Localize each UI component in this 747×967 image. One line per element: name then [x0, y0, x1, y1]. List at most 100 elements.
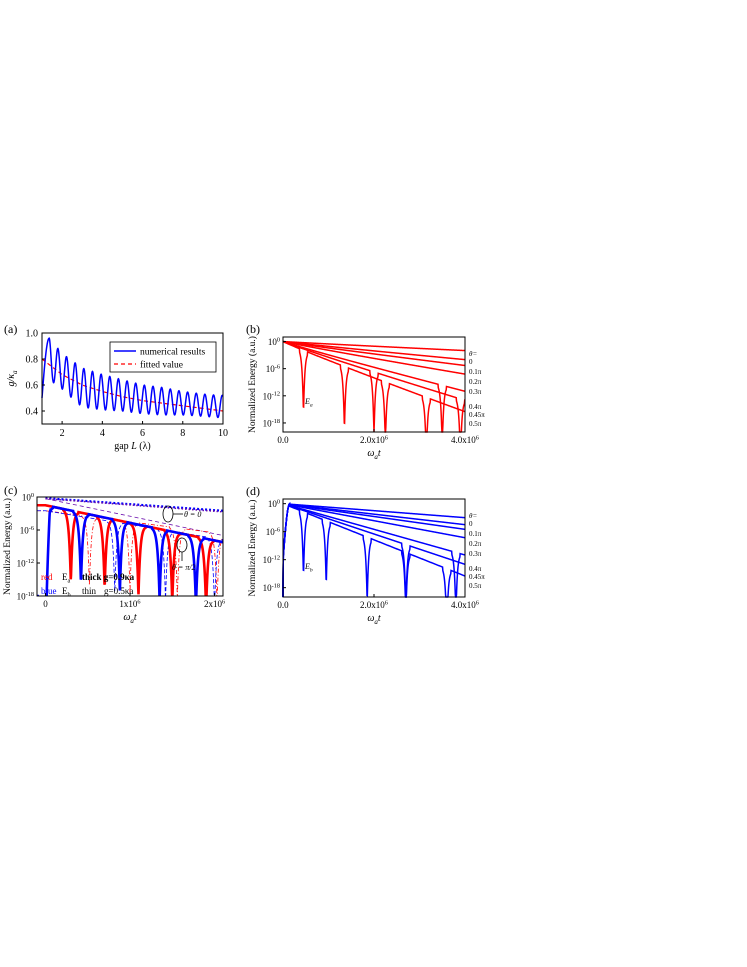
series-theta-b-6: [282, 340, 466, 433]
panel-label-d: (d): [246, 484, 260, 498]
annotation-d: Eb: [304, 562, 313, 573]
legend-theta-b-5: 0.45π: [469, 411, 485, 419]
plot-frame-a: [41, 332, 224, 425]
legend-box-a: [109, 341, 217, 373]
x-tick-label-c: 0: [43, 599, 48, 609]
panel-a: (a) 2 4 6 8 10 0.4 0.6 0.8 1.0 gap L (λ) g/κa numeri…: [4, 322, 228, 452]
legend-entry-numerical: numerical results: [140, 348, 205, 358]
x-axis-label-a: gap L (λ): [114, 441, 151, 452]
x-tick-label-d: 4.0x106: [451, 599, 479, 610]
annotation-b: Ea: [304, 397, 313, 408]
series-theta-b-0: [282, 340, 466, 352]
x-tick-label-a: 2: [60, 428, 65, 439]
x-tick-label-d: 2.0x106: [360, 599, 388, 610]
x-axis-label-d: ωat: [367, 613, 381, 626]
y-tick-label-c: 10-6: [20, 525, 34, 536]
y-tick-label-b: 10-6: [266, 364, 280, 375]
y-tick-label-d: 100: [268, 499, 280, 510]
y-tick-label-a: 1.0: [26, 329, 39, 340]
y-axis-label-d: Normalized Energy (a.u.): [247, 500, 258, 597]
y-tick-label-c: 100: [22, 492, 34, 503]
y-tick-label-d: 10-12: [263, 555, 280, 566]
legend-title-d: θ=: [469, 512, 477, 520]
legend-Ea: Ea: [62, 572, 71, 585]
legend-theta-b-4: 0.4π: [469, 403, 482, 411]
y-tick-label-d: 10-18: [263, 583, 280, 594]
series-theta-d-4: [282, 502, 466, 598]
x-tick-label-b: 0.0: [277, 435, 289, 445]
x-tick-label-c: 2x106: [204, 598, 225, 609]
y-tick-label-a: 0.8: [26, 355, 39, 366]
series-theta-d-5: [282, 502, 466, 598]
legend-theta-d-6: 0.5π: [469, 582, 482, 590]
y-axis-label-a: g/κa: [6, 370, 19, 387]
x-tick-label-a: 8: [180, 428, 185, 439]
series-Eb-thick: [37, 505, 223, 596]
series-theta-d-0: [282, 502, 466, 598]
legend-theta-b-3: 0.3π: [469, 388, 482, 396]
legend-thick: thick g=0.9κa: [82, 572, 135, 582]
y-tick-label-a: 0.4: [26, 407, 39, 418]
y-tick-label-b: 100: [268, 336, 280, 347]
legend-entry-fitted: fitted value: [140, 360, 183, 371]
series-theta-d-1: [282, 502, 466, 598]
y-axis-label-b: Normalized Energy (a.u.): [247, 336, 258, 433]
series-theta-b-4: [282, 340, 466, 433]
series-theta-d-6: [282, 502, 466, 598]
y-tick-label-c: 10-18: [17, 591, 34, 602]
y-tick-label-c: 10-12: [17, 558, 34, 569]
y-tick-label-a: 0.6: [26, 381, 39, 392]
legend-a: numerical results fitted value: [109, 341, 217, 373]
y-tick-label-b: 10-18: [263, 418, 280, 429]
panel-label-a: (a): [4, 322, 17, 336]
legend-c: red Ea thick g=0.9κa blue Eb thin g=0.5κa: [41, 572, 135, 599]
legend-g05: g=0.5κa: [104, 586, 133, 596]
legend-theta-d-0: 0: [469, 520, 473, 528]
x-tick-label-a: 6: [140, 428, 145, 439]
x-axis-label-b: ωat: [367, 448, 381, 461]
y-axis-label-c: Normalized Energy (a.u.): [2, 498, 13, 595]
panel-c: (c) 100 10-6 10-12 10-18 0 1x106 2x106 Normalize…: [2, 483, 225, 625]
y-axis-label-text-d: Normalized Energy (a.u.): [247, 500, 258, 597]
x-tick-label-b: 2.0x106: [360, 434, 388, 445]
legend-thin: thin: [82, 586, 97, 596]
x-tick-label-a: 4: [100, 428, 105, 439]
series-theta0-thick: [45, 497, 223, 512]
series-theta-b-1: [282, 340, 466, 361]
x-tick-label-a: 10: [218, 428, 228, 439]
annotation-theta0: θ = 0: [184, 510, 201, 519]
legend-theta-b-0: 0: [469, 358, 473, 366]
annotation-theta-pi2: θ = π/2: [172, 563, 196, 572]
legend-blue-word: blue: [41, 586, 57, 596]
plot-area-c: [37, 497, 223, 596]
y-axis-label-text-b: Normalized Energy (a.u.): [247, 336, 258, 433]
legend-theta-d-4: 0.4π: [469, 565, 482, 573]
series-theta0-dotted: [45, 497, 223, 513]
x-tick-label-b: 4.0x106: [451, 434, 479, 445]
legend-theta-d-5: 0.45π: [469, 573, 485, 581]
x-axis-label-c: ωat: [123, 612, 137, 625]
y-axis-label-text-a: g/κa: [6, 370, 19, 387]
y-axis-label-text-c: Normalized Energy (a.u.): [2, 498, 13, 595]
series-theta-b-2: [282, 340, 466, 367]
legend-red-word: red: [41, 572, 53, 582]
series-theta-d-3: [282, 502, 466, 598]
series-theta-b-3: [282, 340, 466, 375]
legend-Eb: Eb: [62, 586, 71, 599]
legend-theta-d-1: 0.1π: [469, 530, 482, 538]
x-tick-label-d: 0.0: [277, 600, 289, 610]
series-numerical-results: [41, 337, 224, 419]
legend-theta-b-1: 0.1π: [469, 368, 482, 376]
panel-label-c: (c): [4, 483, 17, 497]
legend-title-b: θ=: [469, 350, 477, 358]
legend-theta-b-2: 0.2π: [469, 378, 482, 386]
x-tick-label-c: 1x106: [119, 598, 140, 609]
legend-theta-b-6: 0.5π: [469, 420, 482, 428]
legend-theta-d-2: 0.2π: [469, 540, 482, 548]
series-theta-d-2: [282, 502, 466, 598]
y-tick-label-b: 10-12: [263, 391, 280, 402]
ellipse-theta-pi2: [176, 537, 188, 553]
legend-theta-d-3: 0.3π: [469, 550, 482, 558]
